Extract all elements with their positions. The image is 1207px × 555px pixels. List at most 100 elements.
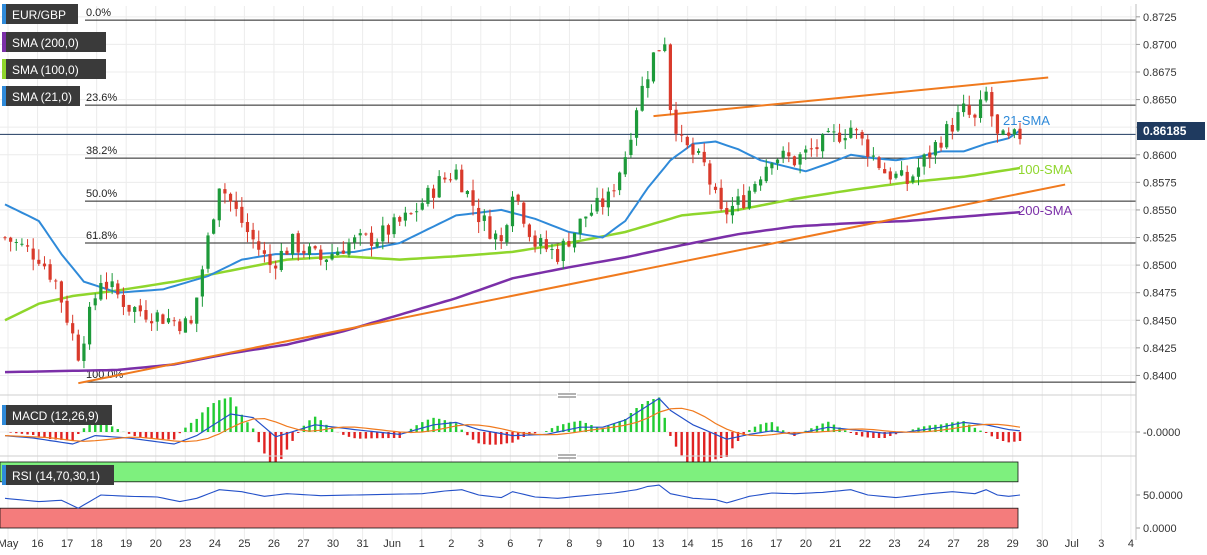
candle-body xyxy=(809,148,813,150)
x-tick-label: 4 xyxy=(1128,538,1134,550)
candle-body xyxy=(426,187,430,204)
candle-body xyxy=(403,212,407,221)
candle-body xyxy=(195,297,199,324)
x-tick-label: 24 xyxy=(918,538,930,550)
candle-body xyxy=(578,218,582,234)
candle-body xyxy=(821,134,825,152)
candle-body xyxy=(14,241,18,243)
candle-body xyxy=(206,235,210,269)
x-tick-label: 29 xyxy=(1007,538,1019,550)
fib-label: 23.6% xyxy=(86,92,117,104)
candle-body xyxy=(544,239,548,250)
candle-body xyxy=(696,150,701,153)
candle-body xyxy=(702,151,706,163)
y-tick-label: 0.8425 xyxy=(1143,343,1177,355)
candle-body xyxy=(71,323,75,334)
x-tick-label: 22 xyxy=(859,538,871,550)
candle-body xyxy=(634,110,639,138)
candle-body xyxy=(375,241,379,247)
candle-body xyxy=(1001,130,1005,135)
candle-body xyxy=(285,250,289,255)
candle-body xyxy=(76,334,80,361)
candle-body xyxy=(296,233,300,253)
x-tick-label: 3 xyxy=(1098,538,1104,550)
candle-body xyxy=(556,249,560,262)
legend-macd[interactable]: MACD (12,26,9) xyxy=(2,405,112,425)
candle-body xyxy=(589,212,594,216)
candle-body xyxy=(3,237,7,239)
candle-body xyxy=(691,144,695,155)
candle-body xyxy=(155,312,159,322)
fib-label: 100.0% xyxy=(86,369,124,381)
candle-body xyxy=(572,232,577,248)
y-tick-label: 0.8500 xyxy=(1143,260,1177,272)
candle-body xyxy=(319,249,323,260)
candle-body xyxy=(93,298,97,306)
candle-body xyxy=(973,114,977,118)
sub-panes: -0.0000 50.0000 0.0000 xyxy=(0,397,1183,535)
upper-trendline xyxy=(653,76,1049,118)
candle-body xyxy=(234,201,238,209)
candle-body xyxy=(488,216,492,239)
candle-body xyxy=(364,233,368,235)
pane-divider-macd[interactable] xyxy=(0,392,1136,398)
candle-body xyxy=(161,314,165,324)
x-tick-label: 23 xyxy=(179,538,191,550)
candle-body xyxy=(245,221,250,233)
candle-body xyxy=(759,179,763,186)
candle-body xyxy=(1018,128,1022,140)
candle-body xyxy=(505,225,509,243)
x-tick-label: 27 xyxy=(947,538,959,550)
candle-body xyxy=(854,129,859,131)
legend-sma100[interactable]: SMA (100,0) xyxy=(2,59,106,79)
candle-body xyxy=(460,169,464,193)
candle-body xyxy=(20,243,24,245)
candle-body xyxy=(330,253,334,260)
candle-body xyxy=(336,251,340,256)
pane-divider-rsi[interactable] xyxy=(0,453,1136,459)
candle-body xyxy=(25,245,30,247)
candle-body xyxy=(499,235,503,242)
candle-body xyxy=(899,170,904,176)
candle-body xyxy=(65,300,69,323)
candle-body xyxy=(302,250,306,254)
candle-body xyxy=(183,318,188,333)
legend-sma21-label: SMA (21,0) xyxy=(12,90,72,104)
legend-rsi[interactable]: RSI (14,70,30,1) xyxy=(2,465,114,485)
candle-body xyxy=(651,52,656,82)
candle-body xyxy=(268,254,272,266)
legend-sma21[interactable]: SMA (21,0) xyxy=(2,86,80,106)
legend-eurgbp[interactable]: EUR/GBP xyxy=(2,4,78,24)
candle-body xyxy=(178,321,182,332)
candle-body xyxy=(967,104,971,115)
candle-body xyxy=(212,219,216,234)
y-tick-label: 0.8450 xyxy=(1143,315,1177,327)
legend-sma200[interactable]: SMA (200,0) xyxy=(2,32,106,52)
x-tick-label: 8 xyxy=(566,538,572,550)
candle-body xyxy=(747,190,751,209)
candle-body xyxy=(629,139,633,156)
candle-body xyxy=(9,237,13,242)
y-tick-label: 0.8675 xyxy=(1143,67,1177,79)
y-tick-label: 0.8550 xyxy=(1143,205,1177,217)
x-tick-label: 26 xyxy=(268,538,280,550)
candle-body xyxy=(223,189,227,194)
candle-body xyxy=(471,190,475,206)
candle-body xyxy=(725,208,729,215)
candle-body xyxy=(826,130,830,133)
candle-body xyxy=(104,281,109,289)
candle-body xyxy=(431,188,436,198)
x-tick-label: Jun xyxy=(383,538,401,550)
candle-body xyxy=(37,259,41,264)
candle-body xyxy=(493,233,498,240)
macd-y-tick-label: -0.0000 xyxy=(1143,427,1180,439)
x-tick-label: 17 xyxy=(770,538,782,550)
candle-body xyxy=(674,109,678,134)
candle-body xyxy=(939,142,943,148)
candle-body xyxy=(166,318,171,323)
candle-body xyxy=(640,85,644,111)
candle-body xyxy=(516,194,520,202)
candle-body xyxy=(482,215,486,221)
rsi-y-tick-label: 0.0000 xyxy=(1143,523,1177,535)
candle-body xyxy=(144,310,148,320)
